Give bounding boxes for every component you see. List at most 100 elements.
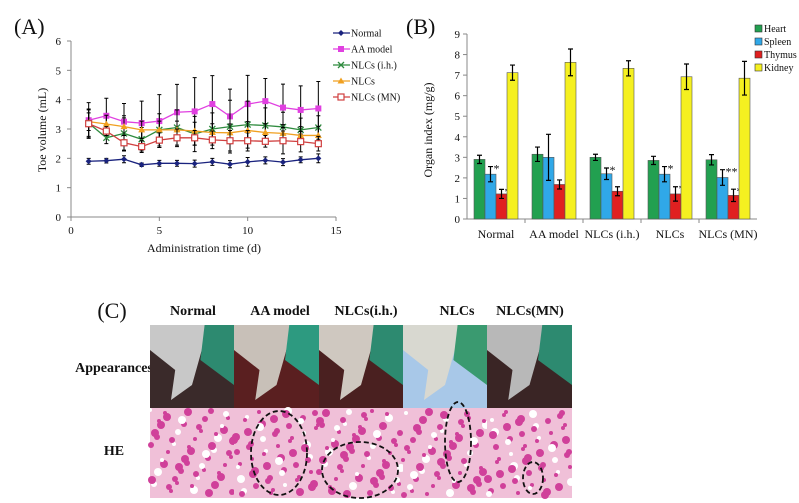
rat-paw	[319, 325, 378, 400]
data-point	[338, 46, 344, 52]
cell-cluster	[556, 470, 560, 474]
data-point	[138, 143, 146, 151]
cell-cluster	[245, 415, 249, 419]
cell-cluster	[148, 476, 156, 484]
data-point	[338, 30, 344, 36]
cell-cluster	[239, 491, 245, 497]
data-point	[280, 104, 286, 111]
cell-cluster	[364, 451, 370, 457]
cell-cluster	[437, 424, 443, 430]
cell-cluster	[489, 431, 497, 439]
column-header: AA model	[250, 304, 310, 319]
cell-cluster	[504, 410, 508, 414]
cell-cluster	[479, 466, 483, 470]
cell-cluster	[163, 411, 167, 415]
data-point	[280, 159, 286, 166]
cell-cluster	[270, 415, 278, 423]
cell-cluster	[229, 455, 233, 459]
x-tick-label: 15	[331, 225, 343, 237]
legend-label: NLCs	[351, 77, 375, 88]
cell-cluster	[151, 429, 159, 437]
cell-cluster	[349, 482, 357, 490]
y-axis-label: Organ index (mg/g)	[421, 82, 435, 177]
data-point	[102, 120, 110, 127]
cell-cluster	[202, 416, 208, 422]
dashed-circle-annotation	[321, 441, 399, 499]
cell-cluster	[361, 412, 367, 418]
panel-c-label: (C)	[97, 298, 126, 323]
cell-cluster	[464, 463, 468, 467]
cell-cluster	[172, 442, 176, 446]
cell-cluster	[443, 450, 451, 458]
legend-item: NLCs (i.h.)	[333, 61, 397, 72]
cell-cluster	[548, 444, 556, 452]
cell-cluster	[169, 489, 173, 493]
cell-cluster	[401, 458, 405, 462]
cell-cluster	[249, 470, 257, 478]
cell-cluster	[467, 484, 475, 492]
cell-cluster	[308, 483, 316, 491]
cell-cluster	[288, 439, 292, 443]
legend-item: Normal	[333, 29, 382, 40]
cell-cluster	[208, 442, 216, 450]
error-bar	[662, 165, 667, 183]
rat-paw	[403, 325, 462, 400]
green-glove	[369, 325, 403, 385]
data-point	[297, 106, 304, 113]
error-bar	[557, 179, 562, 190]
cell-cluster	[322, 409, 330, 417]
rat-paw	[234, 325, 294, 400]
data-point	[337, 61, 345, 69]
error-bar	[488, 165, 493, 183]
error-bar	[720, 169, 725, 186]
cell-cluster	[461, 458, 467, 464]
cell-cluster	[431, 484, 435, 488]
cell-cluster	[175, 463, 183, 471]
data-point	[156, 160, 163, 167]
x-tick-label: NLCs (i.h.)	[585, 227, 640, 241]
cell-cluster	[394, 443, 398, 447]
cell-cluster	[223, 411, 229, 417]
legend-label: Thymus	[764, 50, 797, 61]
cell-cluster	[196, 476, 200, 480]
cell-cluster	[440, 411, 448, 419]
cell-cluster	[367, 456, 371, 460]
cell-cluster	[497, 457, 501, 461]
bar	[680, 76, 693, 220]
cell-cluster	[309, 470, 313, 474]
cell-cluster	[555, 483, 563, 491]
column-header: NLCs(MN)	[496, 304, 564, 319]
cell-cluster	[531, 426, 537, 432]
cell-cluster	[563, 423, 567, 427]
error-bar	[477, 154, 482, 165]
y-tick-label: 0	[56, 212, 62, 224]
cell-cluster	[234, 449, 240, 455]
bar	[564, 62, 577, 220]
y-tick-label: 7	[455, 70, 461, 82]
cell-cluster	[181, 455, 189, 463]
cell-cluster	[202, 468, 206, 472]
appearance-photo	[403, 325, 487, 408]
dashed-circle-annotation	[444, 401, 472, 483]
green-glove	[538, 325, 572, 385]
cell-cluster	[208, 408, 214, 414]
cell-cluster	[500, 483, 506, 489]
he-stain-image	[484, 408, 575, 499]
cell-cluster	[290, 436, 294, 440]
cell-cluster	[567, 478, 575, 486]
cell-cluster	[331, 438, 335, 442]
cell-cluster	[391, 438, 397, 444]
cell-cluster	[346, 443, 354, 451]
cell-cluster	[316, 417, 324, 425]
cell-cluster	[265, 478, 271, 484]
y-tick-label: 3	[455, 152, 461, 164]
tissue-background	[487, 408, 572, 498]
bar	[553, 184, 566, 220]
cell-cluster	[211, 481, 219, 489]
row-label-he: HE	[104, 444, 124, 459]
cell-cluster	[458, 419, 464, 425]
cell-cluster	[238, 462, 242, 466]
cell-cluster	[473, 476, 481, 484]
cell-cluster	[243, 418, 247, 422]
